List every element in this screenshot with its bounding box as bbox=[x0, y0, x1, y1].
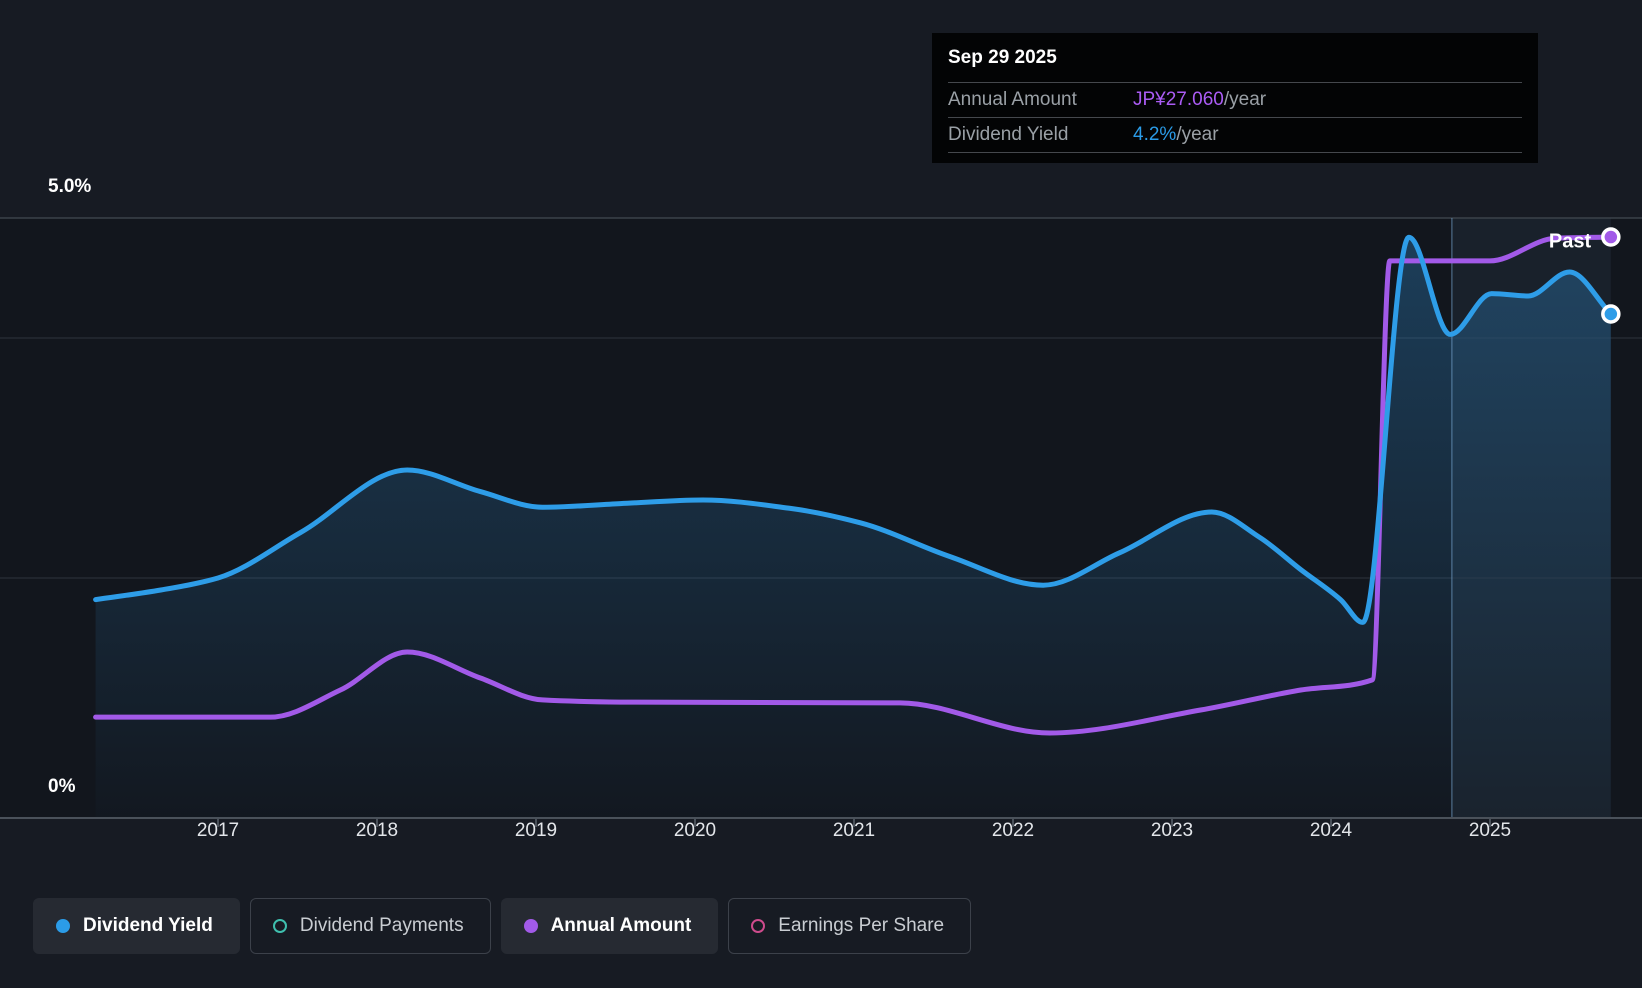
x-axis-label-2025: 2025 bbox=[1468, 820, 1512, 841]
x-axis-label-2024: 2024 bbox=[1309, 820, 1353, 841]
x-axis-label-2017: 2017 bbox=[196, 820, 240, 841]
dividend-yield-dot-icon bbox=[56, 919, 70, 933]
dividend-payments-ring-icon bbox=[272, 919, 287, 933]
tooltip-annual-amount-value: JP¥27.060 bbox=[1133, 89, 1224, 110]
y-axis-label-bottom: 0% bbox=[48, 776, 76, 797]
legend-chip-annual-amount[interactable]: Annual Amount bbox=[500, 898, 719, 954]
legend-label-dividend-payments: Dividend Payments bbox=[299, 915, 464, 936]
x-axis-label-2018: 2018 bbox=[355, 820, 399, 841]
tooltip-dividend-yield-row: Dividend Yield 4.2% /year bbox=[948, 117, 1522, 152]
annual-amount-end-marker bbox=[1601, 227, 1621, 247]
x-axis-label-2022: 2022 bbox=[991, 820, 1035, 841]
x-axis-label-2019: 2019 bbox=[514, 820, 558, 841]
x-axis-label-2020: 2020 bbox=[673, 820, 717, 841]
dividend-yield-area bbox=[95, 237, 1611, 818]
dividend-yield-end-marker bbox=[1601, 304, 1621, 324]
legend-chip-dividend-yield[interactable]: Dividend Yield bbox=[33, 898, 240, 954]
past-period-label: Past bbox=[1548, 230, 1592, 253]
tooltip-dividend-yield-label: Dividend Yield bbox=[948, 124, 1069, 145]
x-axis-label-2023: 2023 bbox=[1150, 820, 1194, 841]
chart-legend: Dividend Yield Dividend Payments Annual … bbox=[33, 898, 972, 954]
legend-label-dividend-yield: Dividend Yield bbox=[83, 915, 213, 936]
tooltip-row-annual-amount: Annual Amount JP¥27.060 /year bbox=[948, 82, 1522, 117]
earnings-per-share-ring-icon bbox=[751, 919, 766, 933]
legend-label-annual-amount: Annual Amount bbox=[550, 915, 692, 936]
annual-amount-dot-icon bbox=[523, 919, 538, 933]
x-axis-labels: 2017 2018 2019 2020 2021 2022 2023 2024 2025 bbox=[0, 820, 1642, 846]
tooltip-annual-amount-label: Annual Amount bbox=[948, 89, 1077, 110]
y-axis-label-top: 5.0% bbox=[48, 176, 92, 197]
chart-tooltip: Sep 29 2025 Annual Amount JP¥27.060 /yea… bbox=[932, 33, 1538, 163]
x-axis-label-2021: 2021 bbox=[832, 820, 876, 841]
annual-amount-line bbox=[93, 234, 1614, 736]
legend-label-earnings-per-share: Earnings Per Share bbox=[778, 915, 945, 936]
legend-chip-earnings-per-share[interactable]: Earnings Per Share bbox=[728, 898, 972, 954]
legend-chip-dividend-payments[interactable]: Dividend Payments bbox=[249, 898, 491, 954]
tooltip-annual-amount-suffix: /year bbox=[1223, 89, 1267, 110]
tooltip-dividend-yield-value: 4.2% bbox=[1133, 124, 1177, 145]
tooltip-date: Sep 29 2025 bbox=[948, 46, 1057, 68]
dividend-yield-line bbox=[93, 234, 1614, 625]
tooltip-dividend-yield-suffix: /year bbox=[1176, 124, 1219, 145]
